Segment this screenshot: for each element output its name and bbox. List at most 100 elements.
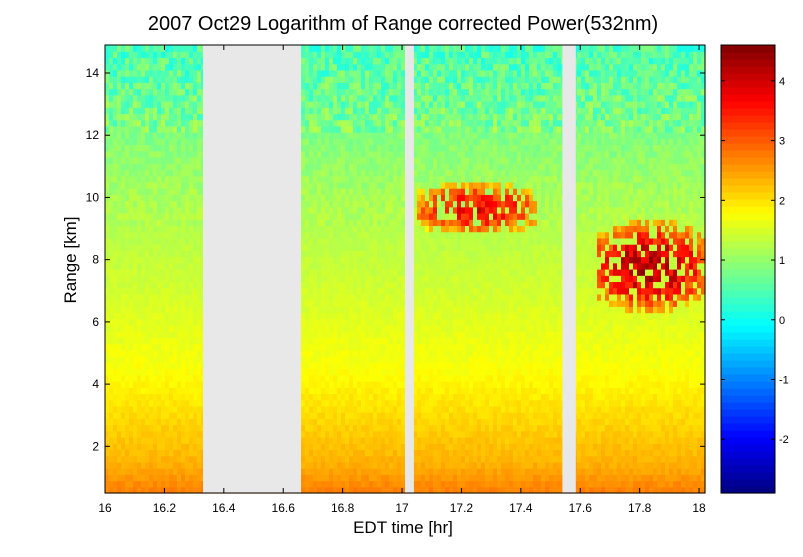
heatmap-cell xyxy=(141,418,146,426)
heatmap-cell xyxy=(353,237,358,245)
heatmap-cell xyxy=(309,88,314,96)
heatmap-cell xyxy=(377,144,382,152)
heatmap-cell xyxy=(185,287,190,295)
heatmap-cell xyxy=(301,468,306,475)
heatmap-cell xyxy=(165,393,170,401)
heatmap-cell xyxy=(113,69,118,77)
heatmap-cell xyxy=(337,144,342,152)
heatmap-cell xyxy=(113,150,118,158)
heatmap-cell xyxy=(145,281,150,289)
heatmap-cell xyxy=(169,213,174,220)
heatmap-cell xyxy=(357,318,362,326)
heatmap-cell xyxy=(197,443,202,451)
heatmap-cell xyxy=(349,225,354,233)
heatmap-cell xyxy=(117,200,122,208)
heatmap-cell xyxy=(173,343,178,351)
heatmap-cell xyxy=(349,443,354,451)
heatmap-cell xyxy=(129,76,134,83)
heatmap-cell xyxy=(341,437,346,444)
heatmap-cell xyxy=(317,356,322,363)
heatmap-cell xyxy=(317,281,322,289)
heatmap-cell xyxy=(369,468,374,475)
heatmap-cell xyxy=(305,331,310,339)
heatmap-cell xyxy=(157,219,162,227)
heatmap-cell xyxy=(121,150,126,158)
heatmap-cell xyxy=(301,430,306,438)
heatmap-cell xyxy=(105,144,110,152)
heatmap-cell xyxy=(305,486,310,494)
heatmap-cell xyxy=(169,169,174,177)
heatmap-cell xyxy=(117,387,122,395)
heatmap-cell xyxy=(173,113,178,121)
heatmap-cell xyxy=(129,169,134,177)
heatmap-cell xyxy=(157,362,162,370)
heatmap-cell xyxy=(329,206,334,214)
heatmap-cell xyxy=(353,393,358,401)
heatmap-cell xyxy=(369,113,374,121)
heatmap-cell xyxy=(173,101,178,108)
heatmap-cell xyxy=(317,349,322,357)
heatmap-cell xyxy=(305,175,310,183)
heatmap-cell xyxy=(181,468,186,475)
heatmap-cell xyxy=(105,244,110,251)
heatmap-cell xyxy=(129,250,134,258)
heatmap-cell xyxy=(141,387,146,395)
heatmap-cell xyxy=(161,293,166,301)
heatmap-cell xyxy=(309,424,314,432)
heatmap-cell xyxy=(305,281,310,289)
heatmap-cell xyxy=(341,399,346,407)
heatmap-cell xyxy=(301,424,306,432)
heatmap-cell xyxy=(341,318,346,326)
heatmap-cell xyxy=(353,51,358,59)
heatmap-cell xyxy=(113,262,118,270)
heatmap-cell xyxy=(169,138,174,146)
heatmap-cell xyxy=(305,69,310,77)
heatmap-cell xyxy=(345,200,350,208)
heatmap-cell xyxy=(309,362,314,370)
heatmap-cell xyxy=(185,443,190,451)
heatmap-cell xyxy=(305,119,310,127)
heatmap-cell xyxy=(365,331,370,339)
heatmap-cell xyxy=(365,424,370,432)
heatmap-cell xyxy=(177,312,182,320)
heatmap-cell xyxy=(161,94,166,102)
heatmap-cell xyxy=(309,418,314,426)
heatmap-cell xyxy=(157,213,162,220)
heatmap-cell xyxy=(173,424,178,432)
heatmap-cell xyxy=(313,318,318,326)
heatmap-cell xyxy=(117,281,122,289)
heatmap-cell xyxy=(309,287,314,295)
heatmap-cell xyxy=(357,101,362,108)
heatmap-cell xyxy=(141,293,146,301)
heatmap-cell xyxy=(321,63,326,71)
heatmap-cell xyxy=(189,337,194,345)
heatmap-cell xyxy=(309,69,314,77)
heatmap-cell xyxy=(313,281,318,289)
heatmap-cell xyxy=(361,381,366,388)
heatmap-cell xyxy=(157,349,162,357)
heatmap-cell xyxy=(129,300,134,307)
heatmap-cell xyxy=(309,393,314,401)
heatmap-cell xyxy=(301,225,306,233)
heatmap-cell xyxy=(321,125,326,133)
heatmap-cell xyxy=(377,430,382,438)
heatmap-cell xyxy=(185,293,190,301)
heatmap-cell xyxy=(117,306,122,314)
heatmap-cell xyxy=(129,455,134,463)
heatmap-cell xyxy=(341,256,346,264)
heatmap-cell xyxy=(137,194,142,202)
chart-title: 2007 Oct29 Logarithm of Range corrected … xyxy=(148,13,658,35)
heatmap-cell xyxy=(181,225,186,233)
heatmap-cell xyxy=(181,399,186,407)
heatmap-cell xyxy=(109,194,114,202)
heatmap-cell xyxy=(181,318,186,326)
heatmap-cell xyxy=(125,63,130,71)
heatmap-cell xyxy=(305,213,310,220)
heatmap-cell xyxy=(173,125,178,133)
heatmap-cell xyxy=(333,144,338,152)
heatmap-cell xyxy=(337,275,342,283)
heatmap-cell xyxy=(169,405,174,413)
heatmap-cell xyxy=(185,393,190,401)
heatmap-cell xyxy=(301,213,306,220)
heatmap-cell xyxy=(381,381,386,388)
